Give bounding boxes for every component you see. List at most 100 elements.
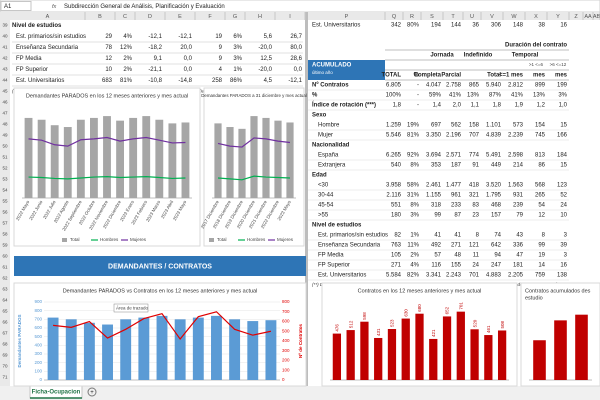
cell: -21,1 bbox=[148, 67, 162, 73]
cell: 1,9 bbox=[515, 103, 524, 109]
bar bbox=[37, 119, 46, 198]
cell: 13% bbox=[467, 93, 480, 99]
name-box[interactable] bbox=[0, 1, 32, 11]
row-label: 30-44 bbox=[318, 193, 334, 199]
bar bbox=[116, 120, 124, 198]
cell: -12,1 bbox=[148, 34, 162, 40]
cell: 41% bbox=[449, 93, 462, 99]
cell: 154 bbox=[535, 123, 546, 129]
row-number: 47 bbox=[2, 111, 8, 116]
cell: 865 bbox=[469, 83, 480, 89]
chart-title: Contratos en los 12 meses anteriores y m… bbox=[358, 288, 482, 294]
row-number: 60 bbox=[2, 254, 8, 259]
row-label: <30 bbox=[318, 183, 329, 189]
bar bbox=[360, 321, 369, 380]
bar bbox=[24, 117, 33, 198]
y-tick-label: 700 bbox=[34, 317, 42, 322]
legend-label: Hombres bbox=[247, 237, 266, 242]
row-label: Enseñanza Secundaria bbox=[16, 45, 79, 51]
cell: -12,1 bbox=[288, 78, 302, 84]
cell: 899 bbox=[535, 83, 546, 89]
cell: 82 bbox=[394, 233, 401, 239]
cell: 91 bbox=[472, 163, 479, 169]
y2-tick-label: 200 bbox=[282, 358, 290, 363]
cell: 116 bbox=[431, 263, 441, 269]
column-header: Q bbox=[392, 14, 397, 20]
data-label: 598 bbox=[362, 312, 367, 320]
bar bbox=[103, 116, 111, 198]
column-header: E bbox=[178, 14, 182, 20]
cell: 54 bbox=[538, 203, 545, 209]
cell: 4,5 bbox=[264, 78, 273, 84]
cell: 83 bbox=[472, 203, 479, 209]
cell: 568 bbox=[535, 183, 546, 189]
data-label: 523 bbox=[390, 319, 395, 327]
cell: 5.491 bbox=[486, 153, 502, 159]
data-label: 652 bbox=[445, 306, 450, 314]
cell: 15 bbox=[560, 123, 567, 129]
y-tick-label: 600 bbox=[34, 325, 42, 330]
cell: 4.047 bbox=[426, 83, 442, 89]
name-box-text: A1 bbox=[4, 4, 12, 10]
cell: 57 bbox=[434, 253, 441, 259]
cell: 81% bbox=[120, 78, 133, 84]
cell: -18,2 bbox=[148, 45, 162, 51]
cell: 353 bbox=[431, 163, 442, 169]
column-title: Parcial bbox=[441, 73, 461, 79]
bar bbox=[102, 324, 113, 380]
row-number: 57 bbox=[2, 221, 8, 226]
row-number: 40 bbox=[2, 34, 8, 39]
row-number: 67 bbox=[2, 331, 8, 336]
cell: 52 bbox=[560, 193, 567, 199]
bar bbox=[265, 320, 277, 380]
cell: 16 bbox=[560, 263, 567, 269]
cell: 1.155 bbox=[426, 193, 442, 199]
cell: 642 bbox=[491, 243, 502, 249]
cell: 158 bbox=[469, 123, 480, 129]
cell: 1.563 bbox=[508, 183, 524, 189]
y2-tick-label: 400 bbox=[282, 338, 290, 343]
bar bbox=[415, 313, 424, 380]
y-tick-label: 500 bbox=[34, 334, 42, 339]
legend-label: Hombres bbox=[100, 237, 119, 242]
add-sheet-button[interactable] bbox=[87, 387, 97, 397]
legend-label: Mujeres bbox=[130, 237, 147, 242]
bar bbox=[533, 340, 546, 380]
legend-label: Mujeres bbox=[277, 237, 294, 242]
section-label: Edad bbox=[312, 173, 327, 179]
cell: - bbox=[417, 93, 419, 99]
row-number: 62 bbox=[2, 276, 8, 281]
cell: 9,1 bbox=[154, 56, 163, 62]
sheet-tab-bar bbox=[0, 386, 600, 400]
cell: 4.839 bbox=[486, 133, 502, 139]
y2-axis-title: Nº de Contratos bbox=[298, 324, 303, 358]
column-header: AA bbox=[584, 14, 592, 20]
cell: 13% bbox=[533, 93, 546, 99]
cell: 2,0 bbox=[453, 103, 462, 109]
cell: -14,8 bbox=[178, 78, 192, 84]
cell: 12 bbox=[105, 56, 112, 62]
fx-button[interactable]: fx bbox=[52, 4, 57, 10]
row-number: 50 bbox=[2, 144, 8, 149]
y-tick-label: 200 bbox=[34, 360, 42, 365]
cell: 16 bbox=[560, 23, 567, 29]
cell: 2.243 bbox=[446, 273, 462, 279]
cell: 94 bbox=[494, 253, 501, 259]
column-title: TOTAL bbox=[382, 73, 402, 79]
bar bbox=[429, 338, 438, 380]
bar bbox=[456, 311, 465, 380]
acumulado-label: ACUMULADO bbox=[312, 63, 352, 69]
cell: 2.598 bbox=[508, 153, 524, 159]
table-title: Nivel de estudios bbox=[12, 23, 62, 29]
cell: 15 bbox=[560, 163, 567, 169]
row-label: Hombre bbox=[318, 123, 340, 129]
cell: 342 bbox=[391, 23, 402, 29]
cell: 123 bbox=[557, 183, 568, 189]
cell: 336 bbox=[513, 243, 524, 249]
row-label: >55 bbox=[318, 213, 329, 219]
column-header: X bbox=[534, 14, 538, 20]
cell: 1,4 bbox=[433, 103, 442, 109]
cell: 5.940 bbox=[486, 83, 502, 89]
cell: 707 bbox=[469, 133, 480, 139]
row-number: 49 bbox=[2, 133, 8, 138]
